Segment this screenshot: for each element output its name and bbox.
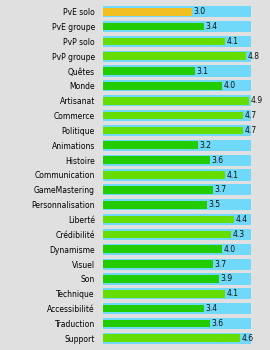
Bar [103,6,251,17]
Bar [103,51,251,62]
Text: 4.1: 4.1 [227,37,238,46]
Bar [103,82,222,90]
Bar [103,125,251,136]
Bar [103,8,192,15]
Bar [103,127,242,134]
Bar [103,335,239,342]
Bar [103,288,251,299]
Bar [103,273,251,285]
Bar [103,245,222,253]
Text: 3.2: 3.2 [200,141,212,150]
Text: 4.3: 4.3 [232,230,245,239]
Bar [103,110,251,121]
Bar [103,260,213,268]
Bar [103,320,210,327]
Bar [103,112,242,119]
Bar [103,290,225,298]
Bar [103,80,251,91]
Bar [103,97,248,105]
Text: 3.7: 3.7 [215,260,227,268]
Bar [103,67,195,75]
Text: 4.7: 4.7 [244,126,256,135]
Text: 4.4: 4.4 [235,215,248,224]
Text: 4.0: 4.0 [224,245,236,254]
Bar [103,65,251,77]
Bar [103,184,251,195]
Bar [103,186,213,194]
Bar [103,155,251,166]
Bar [103,216,234,223]
Bar [103,305,204,313]
Text: 3.6: 3.6 [212,319,224,328]
Text: 3.7: 3.7 [215,186,227,194]
Bar [103,23,204,30]
Text: 3.1: 3.1 [197,66,209,76]
Text: 4.0: 4.0 [224,82,236,90]
Bar [103,303,251,314]
Bar [103,231,231,238]
Bar [103,244,251,255]
Bar [103,169,251,181]
Text: 3.9: 3.9 [221,274,233,284]
Text: 3.5: 3.5 [209,200,221,209]
Text: 4.8: 4.8 [247,52,259,61]
Bar [103,52,245,60]
Bar [103,140,251,151]
Bar [103,95,251,106]
Text: 3.0: 3.0 [194,7,206,16]
Bar [103,275,219,283]
Text: 3.4: 3.4 [206,22,218,31]
Text: 3.6: 3.6 [212,156,224,164]
Text: 3.4: 3.4 [206,304,218,313]
Text: 4.7: 4.7 [244,111,256,120]
Text: 4.1: 4.1 [227,170,238,180]
Bar [103,156,210,164]
Bar [103,259,251,270]
Bar [103,318,251,329]
Text: 4.6: 4.6 [241,334,254,343]
Bar [103,37,225,45]
Bar [103,36,251,47]
Bar [103,229,251,240]
Bar [103,201,207,209]
Bar [103,141,198,149]
Bar [103,214,251,225]
Text: 4.1: 4.1 [227,289,238,298]
Bar [103,333,251,344]
Bar [103,21,251,32]
Bar [103,199,251,210]
Bar [103,171,225,179]
Text: 4.9: 4.9 [250,96,262,105]
